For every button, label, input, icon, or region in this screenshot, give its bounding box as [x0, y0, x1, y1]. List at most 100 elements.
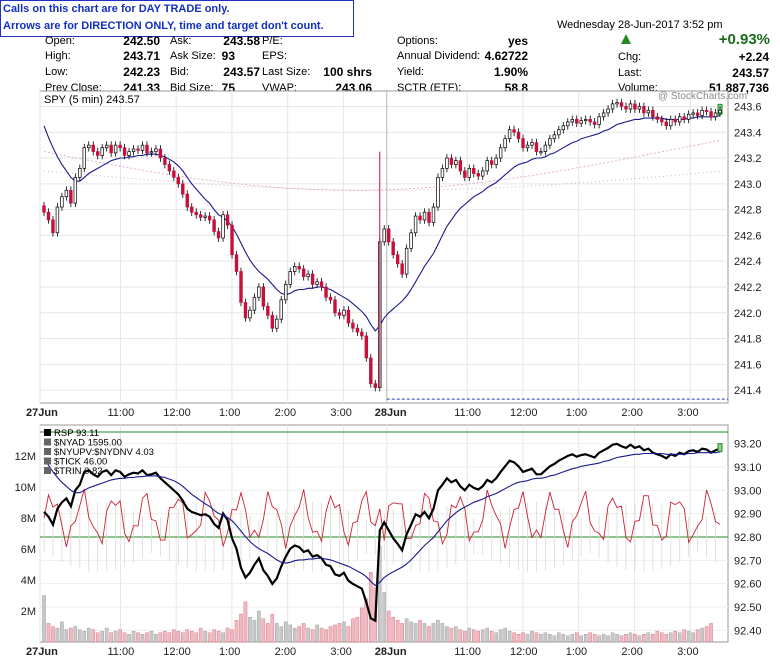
volume-bar	[42, 595, 46, 643]
candle-up	[669, 119, 673, 127]
time-tick-label: 2:00	[275, 646, 296, 658]
volume-tick-label: 12M	[15, 451, 36, 463]
ask-size-label: Ask Size:	[170, 50, 216, 62]
volume-bar	[158, 632, 163, 643]
indicator-tick-label: 92.90	[734, 509, 762, 521]
volume-bar	[270, 613, 275, 643]
volume-bar	[319, 627, 324, 643]
candle-up	[481, 170, 485, 177]
fast-ma-line	[43, 114, 721, 332]
time-tick-label: 12:00	[163, 646, 191, 658]
candle-down	[176, 177, 181, 185]
candle-up	[610, 103, 615, 110]
candle-up	[552, 134, 557, 140]
ask-value: 243.58	[223, 34, 260, 48]
volume-bar	[328, 626, 333, 643]
bid-label: Bid:	[170, 66, 189, 78]
volume-bar	[239, 613, 243, 643]
open-value: 242.50	[123, 34, 160, 48]
candle-down	[633, 103, 637, 110]
volume-bar	[64, 629, 69, 643]
volume-bar	[69, 627, 73, 643]
volume-bar	[364, 598, 369, 643]
volume-bar	[628, 632, 633, 643]
volume-bar	[624, 634, 628, 643]
indicator-tick-label: 93.20	[734, 439, 762, 451]
candle-up	[149, 151, 154, 154]
legend-swatch	[44, 467, 51, 474]
volume-bar	[306, 627, 310, 643]
candle-up	[60, 196, 64, 208]
candle-down	[355, 327, 360, 333]
candle-up	[292, 265, 297, 272]
volume-bar	[122, 632, 127, 643]
legend-swatch	[44, 448, 51, 455]
high-label: High:	[45, 50, 71, 62]
candle-down	[96, 151, 100, 156]
volume-bar	[176, 630, 181, 643]
candle-up	[55, 206, 60, 234]
candle-up	[485, 160, 489, 172]
candle-down	[588, 119, 592, 123]
time-tick-label: 12:00	[510, 646, 538, 658]
indicator-legend-label: $TICK 46.00	[54, 457, 107, 468]
high-value: 243.71	[123, 49, 160, 63]
volume-tick-label: 10M	[15, 482, 36, 494]
indicator-legend-label: $NYUPV:$NYDNV 4.03	[54, 447, 154, 458]
candle-down	[476, 173, 480, 177]
volume-bar	[324, 629, 328, 643]
volume-bar	[691, 632, 695, 643]
volume-tick-label: 2M	[21, 606, 36, 618]
candle-down	[46, 211, 51, 221]
open-label: Open:	[45, 35, 75, 47]
price-tick-label: 241.6	[734, 359, 762, 371]
volume-bar	[574, 632, 579, 643]
candle-up	[440, 168, 445, 178]
volume-bar	[248, 617, 252, 643]
volume-bar	[73, 626, 78, 643]
time-tick-label: 28Jun	[375, 407, 407, 419]
indicator-tick-label: 92.50	[734, 602, 762, 614]
candle-up	[543, 144, 548, 152]
candle-down	[51, 219, 55, 234]
volume-bar	[207, 632, 212, 643]
candle-down	[660, 119, 664, 123]
volume-bar	[310, 629, 315, 643]
volume-bar	[454, 626, 458, 643]
volume-bar	[279, 626, 284, 643]
candle-down	[109, 144, 113, 154]
candle-down	[463, 170, 467, 178]
quote-date: Wednesday 28-Jun-2017 3:52 pm	[557, 19, 723, 31]
time-tick-label: 1:00	[219, 407, 240, 419]
volume-bar	[275, 623, 279, 643]
yield-label: Yield:	[397, 66, 425, 78]
volume-bar	[154, 634, 158, 643]
candle-up	[579, 120, 583, 124]
candle-down	[167, 164, 172, 172]
dividend-label: Annual Dividend:	[397, 50, 481, 62]
candle-up	[409, 232, 413, 249]
candle-down	[704, 109, 709, 112]
volume-bar	[516, 634, 521, 643]
indicator-tick-label: 92.40	[734, 625, 762, 637]
volume-bar	[677, 632, 682, 643]
volume-bar	[257, 610, 261, 643]
time-tick-label: 11:00	[107, 407, 134, 419]
time-tick-label: 3:00	[330, 646, 351, 658]
candle-down	[261, 286, 266, 307]
volume-bar	[655, 630, 660, 643]
candle-down	[534, 142, 539, 152]
time-tick-label: 1:00	[566, 646, 587, 658]
candle-up	[100, 147, 104, 156]
volume-bar	[480, 629, 485, 643]
candle-down	[364, 335, 369, 359]
volume-bar	[637, 635, 642, 643]
candle-up	[713, 112, 718, 118]
volume-bar	[360, 607, 364, 643]
volume-bar	[570, 634, 575, 643]
volume-bar	[467, 627, 472, 643]
watermark: @ StockCharts.com	[658, 91, 747, 102]
notice-line-2: Arrows are for DIRECTION ONLY, time and …	[3, 20, 324, 32]
price-tick-label: 242.0	[734, 308, 762, 320]
price-tick-label: 241.4	[734, 385, 762, 397]
